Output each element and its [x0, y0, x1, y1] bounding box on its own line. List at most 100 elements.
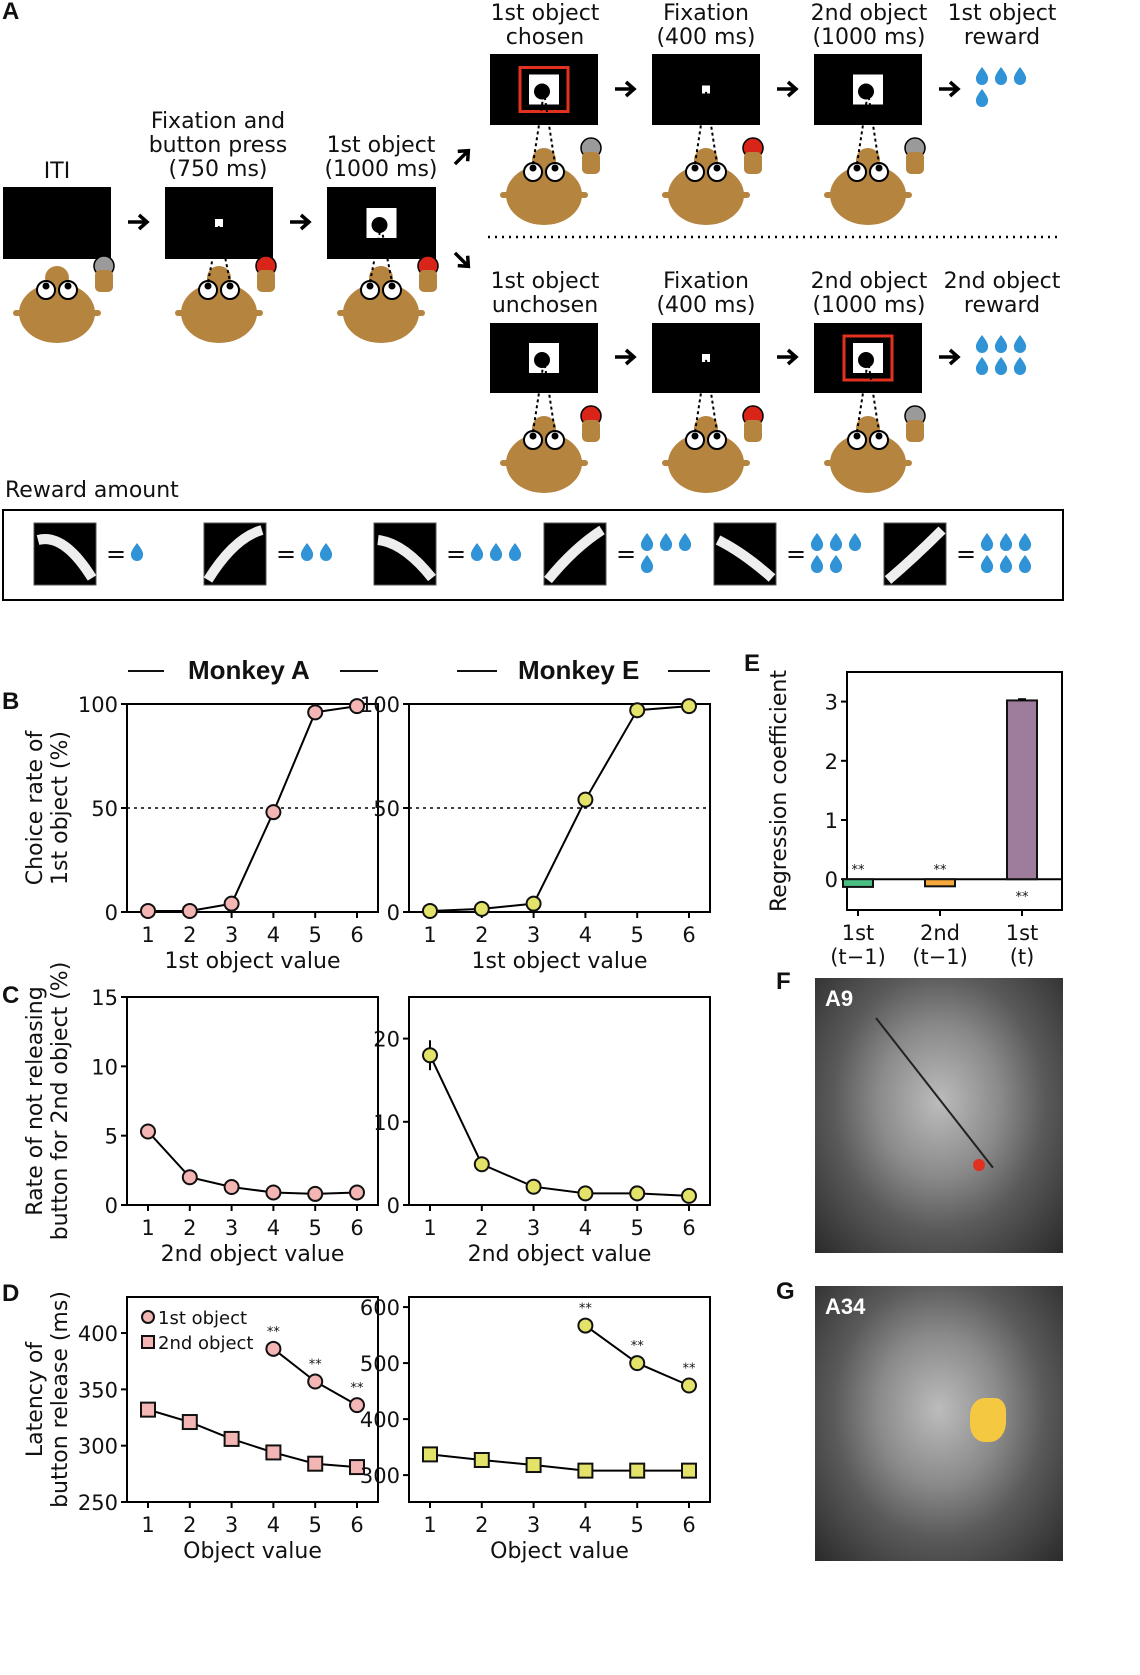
data-point-circle	[307, 1185, 324, 1202]
brain-image-f: A9	[815, 978, 1063, 1253]
monkey-head	[506, 165, 582, 225]
plot-frame	[126, 996, 379, 1206]
data-point-circle	[473, 900, 490, 917]
data-point-square	[223, 1430, 240, 1447]
data-point-square	[525, 1457, 542, 1474]
series-line	[429, 1054, 690, 1197]
stage-label: 1st object	[948, 1, 1057, 26]
monkey-a-header: Monkey A	[188, 655, 310, 685]
y-tick-label: 350	[78, 1378, 118, 1402]
monkey-pupil	[691, 164, 699, 172]
x-tick-label: 5	[631, 1513, 644, 1537]
monkey-head	[668, 433, 744, 493]
arrow-icon	[290, 213, 312, 231]
x-tick-label: 6	[350, 1216, 363, 1240]
stage-label: unchosen	[492, 293, 598, 318]
fractal-pattern	[884, 526, 946, 584]
x-tick-label: 1	[141, 1216, 154, 1240]
x-tick-label: 4	[579, 1513, 592, 1537]
data-point-circle	[140, 902, 156, 919]
y-axis-label: 1st object (%)	[48, 731, 73, 885]
data-point-circle	[349, 1397, 365, 1414]
plot-frame	[408, 996, 711, 1206]
monkey-head	[181, 283, 257, 343]
arrow-shape	[939, 348, 961, 366]
monkey-pupil	[551, 432, 559, 440]
significance-marker: **	[267, 1325, 281, 1340]
x-tick-label: 3	[527, 1216, 540, 1240]
y-tick-label: 0	[105, 901, 118, 925]
data-point-square	[629, 1462, 646, 1479]
x-tick-label: 5	[631, 1216, 644, 1240]
monkey-eye	[58, 280, 78, 300]
stage-label: reward	[964, 293, 1040, 318]
stage-label: (400 ms)	[656, 25, 755, 50]
series-line	[147, 1130, 358, 1195]
stage-label: 2nd object	[811, 1, 928, 26]
y-tick-label: 250	[78, 1491, 118, 1515]
data-point-circle	[181, 1169, 198, 1186]
plot-frame	[846, 671, 1063, 911]
x-tick-label: 4	[267, 1513, 280, 1537]
gaze-line	[532, 359, 556, 433]
bar	[842, 878, 874, 888]
fixation-point	[702, 354, 710, 362]
monkey-hand	[257, 270, 275, 292]
x-tick-label: 2	[183, 1216, 196, 1240]
water-drop-icon	[994, 335, 1008, 353]
panel-label-f: F	[776, 968, 791, 995]
y-tick-label: 500	[360, 1352, 400, 1376]
significance-marker: **	[309, 1357, 323, 1372]
water-drop-icon	[1013, 67, 1027, 85]
panel-label-e: E	[744, 650, 761, 677]
monkey-eye	[382, 280, 402, 300]
fractal-detail	[534, 83, 550, 100]
y-tick-label: 400	[360, 1408, 400, 1432]
gaze-line	[694, 91, 718, 165]
arrow-shape	[453, 148, 471, 166]
gaze-line	[856, 359, 880, 433]
fractal-pattern	[715, 535, 776, 582]
monkey-head	[830, 165, 906, 225]
data-point-square	[473, 1451, 490, 1468]
fractal-pattern	[544, 525, 605, 584]
significance-marker: **	[631, 1339, 645, 1354]
stage-label: 2nd object	[944, 269, 1061, 294]
stage-label: button press	[149, 133, 288, 158]
fixation-point	[215, 219, 223, 227]
fractal-pattern	[36, 534, 97, 581]
data-point-circle	[223, 895, 240, 912]
monkey-pupil	[875, 432, 883, 440]
water-drop-icon	[130, 543, 144, 561]
x-tick-label: 2	[475, 1216, 488, 1240]
data-point-circle	[349, 698, 365, 715]
x-tick-label: 1	[423, 1513, 436, 1537]
x-tick-label: 6	[682, 923, 695, 947]
fractal-pattern	[203, 525, 264, 583]
panel-label-d: D	[2, 1280, 20, 1307]
data-point-circle	[629, 1355, 646, 1372]
water-drop-icon	[640, 533, 654, 551]
panel-label-a: A	[2, 0, 20, 25]
x-tick-label: 4	[579, 923, 592, 947]
monkey-pupil	[713, 164, 721, 172]
data-point-circle	[577, 791, 594, 808]
plot-frame	[408, 1296, 711, 1503]
x-tick-label: 2nd	[920, 921, 960, 945]
data-point-circle	[307, 704, 324, 721]
x-tick-label: 2	[183, 923, 196, 947]
header-rule	[668, 670, 710, 672]
arrow-icon	[615, 348, 637, 366]
monkey-hand	[744, 152, 762, 174]
monkey-pupil	[551, 164, 559, 172]
brain-image-g: A34	[815, 1286, 1063, 1561]
y-tick-label: 0	[387, 1194, 400, 1218]
data-point-circle	[525, 1178, 542, 1195]
gaze-line	[532, 91, 556, 165]
arrow-icon	[777, 80, 799, 98]
water-drop-icon	[319, 543, 333, 561]
y-tick-label: 5	[105, 1125, 118, 1149]
monkey-head	[830, 433, 906, 493]
stage-label: (750 ms)	[168, 157, 267, 182]
arrow-icon	[128, 213, 150, 231]
